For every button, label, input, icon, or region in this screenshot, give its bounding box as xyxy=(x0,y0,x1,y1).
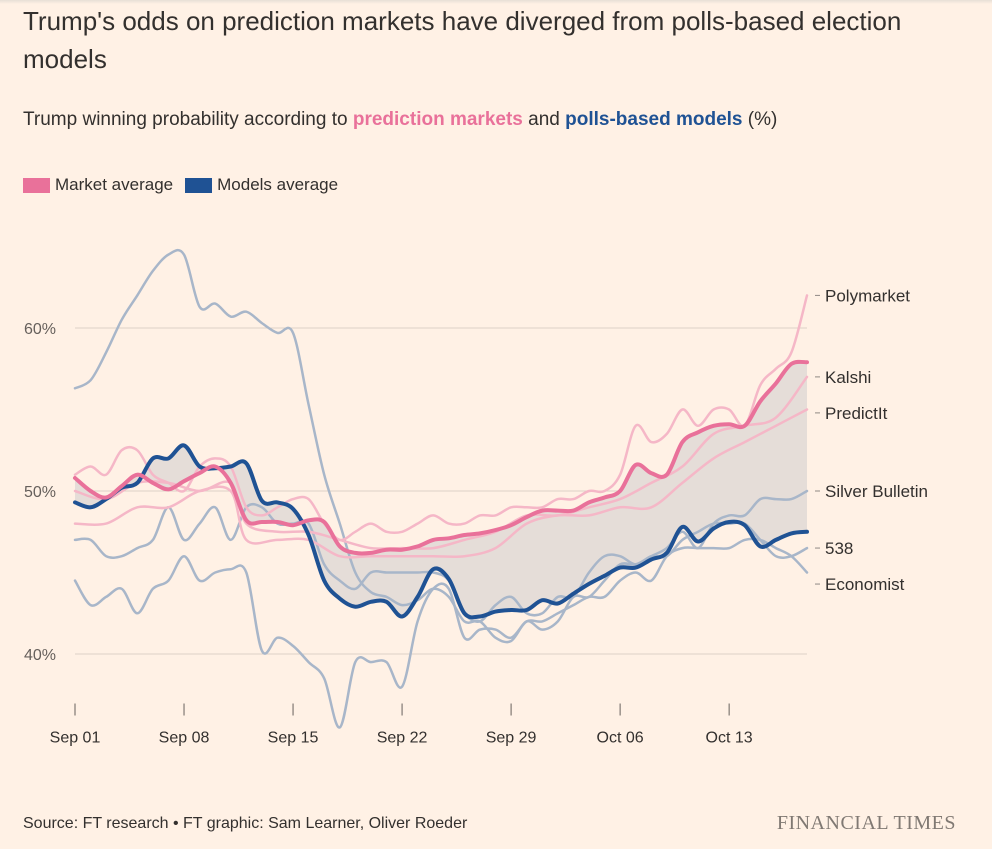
legend-label-market: Market average xyxy=(55,175,174,194)
x-tick-label-sep-08: Sep 08 xyxy=(159,730,210,747)
series-label-silver-bulletin: Silver Bulletin xyxy=(825,482,928,501)
series-lines xyxy=(73,248,809,729)
y-tick-label-60: 60% xyxy=(24,321,56,338)
y-tick-label-40: 40% xyxy=(24,647,56,664)
legend-swatch-models xyxy=(185,177,213,193)
series-label-predictit: PredictIt xyxy=(825,404,888,423)
series-line-economist xyxy=(73,537,809,729)
series-line-polymarket xyxy=(73,294,809,542)
x-tick-label-oct-06: Oct 06 xyxy=(597,730,644,747)
spread-band xyxy=(75,361,807,618)
series-line-predictit xyxy=(73,408,809,559)
subtitle-prefix: Trump winning probability according to xyxy=(23,109,353,130)
subtitle-suffix: (%) xyxy=(742,109,778,130)
subtitle-and: and xyxy=(522,109,566,130)
ft-logo: FINANCIAL TIMES xyxy=(776,812,956,834)
legend-swatch-market xyxy=(23,177,50,193)
subtitle-markets: prediction markets xyxy=(352,109,523,130)
subtitle-models: polls-based models xyxy=(565,109,743,130)
series-line-silver-bulletin xyxy=(73,248,809,644)
chart-title: Trump's odds on prediction markets have … xyxy=(23,6,902,74)
x-tick-label-sep-15: Sep 15 xyxy=(268,730,319,747)
series-line-models-average xyxy=(73,443,809,620)
band-area xyxy=(75,361,807,618)
legend-item-market: Market average xyxy=(23,175,173,195)
line-chart: 40% 50% 60% Sep 01 Sep 08 Sep 15 Sep 22 Sep 29… xyxy=(24,248,928,747)
legend: Market average Models average xyxy=(23,172,350,198)
series-labels: Polymarket Kalshi PredictIt Silver Bulletin… xyxy=(815,286,928,594)
x-tick-label-oct-13: Oct 13 xyxy=(706,730,753,747)
series-label-polymarket: Polymarket xyxy=(825,286,910,305)
source-note: Source: FT research • FT graphic: Sam Le… xyxy=(23,815,468,832)
axes: Sep 01 Sep 08 Sep 15 Sep 22 Sep 29 Oct 06 Oct … xyxy=(50,703,753,747)
x-tick-label-sep-01: Sep 01 xyxy=(50,730,101,747)
y-tick-label-50: 50% xyxy=(24,484,56,501)
legend-item-models: Models average xyxy=(185,175,338,195)
series-label-economist: Economist xyxy=(825,575,905,594)
series-label-kalshi: Kalshi xyxy=(825,368,871,387)
series-label-538: 538 xyxy=(825,539,853,558)
top-rule xyxy=(0,0,992,4)
x-tick-label-sep-22: Sep 22 xyxy=(377,730,428,747)
series-line-538 xyxy=(73,502,809,623)
legend-label-models: Models average xyxy=(217,175,339,194)
chart-subtitle: Trump winning probability according to p… xyxy=(23,107,963,133)
series-line-market-average xyxy=(73,359,809,556)
x-tick-label-sep-29: Sep 29 xyxy=(486,730,537,747)
